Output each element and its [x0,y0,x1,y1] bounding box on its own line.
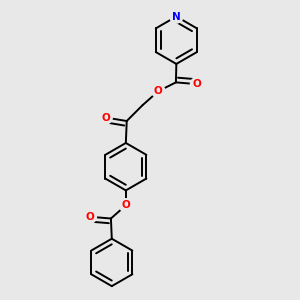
Text: O: O [85,212,94,222]
Circle shape [119,199,132,212]
Text: O: O [122,200,130,210]
Circle shape [83,210,96,223]
Text: N: N [172,11,181,22]
Text: O: O [101,112,110,122]
Text: O: O [193,79,201,89]
Circle shape [190,77,204,91]
Circle shape [152,85,165,98]
Circle shape [170,10,183,23]
Text: O: O [154,86,163,96]
Circle shape [99,111,112,124]
